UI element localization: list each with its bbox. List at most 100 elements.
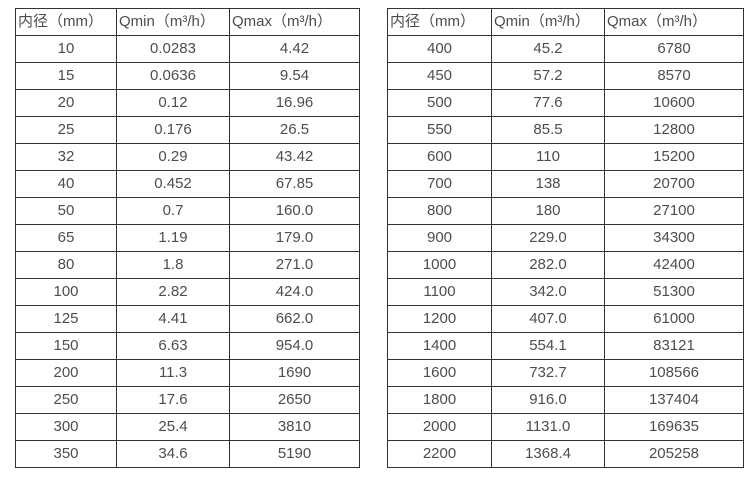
table-cell: 12800 (604, 116, 744, 144)
table-cell: 83121 (604, 332, 744, 360)
table-cell: 662.0 (229, 305, 360, 333)
table-cell: 1.8 (116, 251, 230, 279)
table-row: 50 0.7 160.0 (15, 197, 360, 225)
table-cell: 20700 (604, 170, 744, 198)
table-cell: 0.176 (116, 116, 230, 144)
table-row: 500 77.6 10600 (387, 89, 744, 117)
header-row: 内径（mm） Qmin（m³/h） Qmax（m³/h） (387, 8, 744, 36)
table-cell: 600 (387, 143, 492, 171)
table-cell: 200 (15, 359, 117, 387)
table-cell: 1000 (387, 251, 492, 279)
table-cell: 65 (15, 224, 117, 252)
table-row: 2000 1131.0 169635 (387, 413, 744, 441)
table-cell: 50 (15, 197, 117, 225)
table-row: 550 85.5 12800 (387, 116, 744, 144)
table-cell: 700 (387, 170, 492, 198)
flow-spec-table-small-diameters: 内径（mm） Qmin（m³/h） Qmax（m³/h） 10 0.0283 4.42 15… (15, 8, 360, 468)
table-cell: 61000 (604, 305, 744, 333)
table-cell: 300 (15, 413, 117, 441)
table-cell: 26.5 (229, 116, 360, 144)
table-cell: 0.12 (116, 89, 230, 117)
table-cell: 205258 (604, 440, 744, 468)
table-cell: 1400 (387, 332, 492, 360)
table-cell: 42400 (604, 251, 744, 279)
table-cell: 1800 (387, 386, 492, 414)
table-row: 300 25.4 3810 (15, 413, 360, 441)
table-row: 100 2.82 424.0 (15, 278, 360, 306)
table-row: 900 229.0 34300 (387, 224, 744, 252)
table-row: 150 6.63 954.0 (15, 332, 360, 360)
table-cell: 25 (15, 116, 117, 144)
table-cell: 424.0 (229, 278, 360, 306)
table-cell: 17.6 (116, 386, 230, 414)
table-cell: 20 (15, 89, 117, 117)
table-cell: 1131.0 (491, 413, 605, 441)
table-cell: 77.6 (491, 89, 605, 117)
table-row: 600 110 15200 (387, 143, 744, 171)
header-row: 内径（mm） Qmin（m³/h） Qmax（m³/h） (15, 8, 360, 36)
table-cell: 10 (15, 35, 117, 63)
table-cell: 407.0 (491, 305, 605, 333)
table-row: 65 1.19 179.0 (15, 224, 360, 252)
table-row: 1400 554.1 83121 (387, 332, 744, 360)
table-cell: 2.82 (116, 278, 230, 306)
table-cell: 400 (387, 35, 492, 63)
table-cell: 4.41 (116, 305, 230, 333)
table-row: 700 138 20700 (387, 170, 744, 198)
table-row: 350 34.6 5190 (15, 440, 360, 468)
flow-spec-table-large-diameters: 内径（mm） Qmin（m³/h） Qmax（m³/h） 400 45.2 6780 450… (387, 8, 744, 468)
table-row: 10 0.0283 4.42 (15, 35, 360, 63)
table-row: 25 0.176 26.5 (15, 116, 360, 144)
table-cell: 342.0 (491, 278, 605, 306)
table-cell: 282.0 (491, 251, 605, 279)
table-cell: 271.0 (229, 251, 360, 279)
table-cell: 45.2 (491, 35, 605, 63)
table-cell: 150 (15, 332, 117, 360)
table-row: 450 57.2 8570 (387, 62, 744, 90)
table-row: 40 0.452 67.85 (15, 170, 360, 198)
table-row: 800 180 27100 (387, 197, 744, 225)
table-cell: 916.0 (491, 386, 605, 414)
table-cell: 15200 (604, 143, 744, 171)
column-header: Qmax（m³/h） (604, 8, 744, 36)
table-cell: 2650 (229, 386, 360, 414)
table-cell: 40 (15, 170, 117, 198)
table-cell: 800 (387, 197, 492, 225)
table-cell: 1368.4 (491, 440, 605, 468)
table-cell: 250 (15, 386, 117, 414)
table-cell: 1600 (387, 359, 492, 387)
table-cell: 80 (15, 251, 117, 279)
table-row: 1200 407.0 61000 (387, 305, 744, 333)
table-cell: 3810 (229, 413, 360, 441)
table-cell: 554.1 (491, 332, 605, 360)
table-cell: 0.0283 (116, 35, 230, 63)
table-cell: 160.0 (229, 197, 360, 225)
table-cell: 450 (387, 62, 492, 90)
table-cell: 6.63 (116, 332, 230, 360)
column-header: Qmax（m³/h） (229, 8, 360, 36)
table-cell: 51300 (604, 278, 744, 306)
column-header: Qmin（m³/h） (116, 8, 230, 36)
table-cell: 34.6 (116, 440, 230, 468)
table-row: 80 1.8 271.0 (15, 251, 360, 279)
table-cell: 34300 (604, 224, 744, 252)
table-cell: 0.452 (116, 170, 230, 198)
table-cell: 1200 (387, 305, 492, 333)
table-row: 200 11.3 1690 (15, 359, 360, 387)
table-cell: 1.19 (116, 224, 230, 252)
table-cell: 0.7 (116, 197, 230, 225)
column-header: Qmin（m³/h） (491, 8, 605, 36)
table-cell: 8570 (604, 62, 744, 90)
table-cell: 43.42 (229, 143, 360, 171)
table-cell: 0.29 (116, 143, 230, 171)
table-cell: 138 (491, 170, 605, 198)
table-cell: 10600 (604, 89, 744, 117)
table-cell: 57.2 (491, 62, 605, 90)
table-row: 1100 342.0 51300 (387, 278, 744, 306)
table-cell: 2000 (387, 413, 492, 441)
table-cell: 169635 (604, 413, 744, 441)
table-row: 2200 1368.4 205258 (387, 440, 744, 468)
table-cell: 1100 (387, 278, 492, 306)
table-cell: 11.3 (116, 359, 230, 387)
